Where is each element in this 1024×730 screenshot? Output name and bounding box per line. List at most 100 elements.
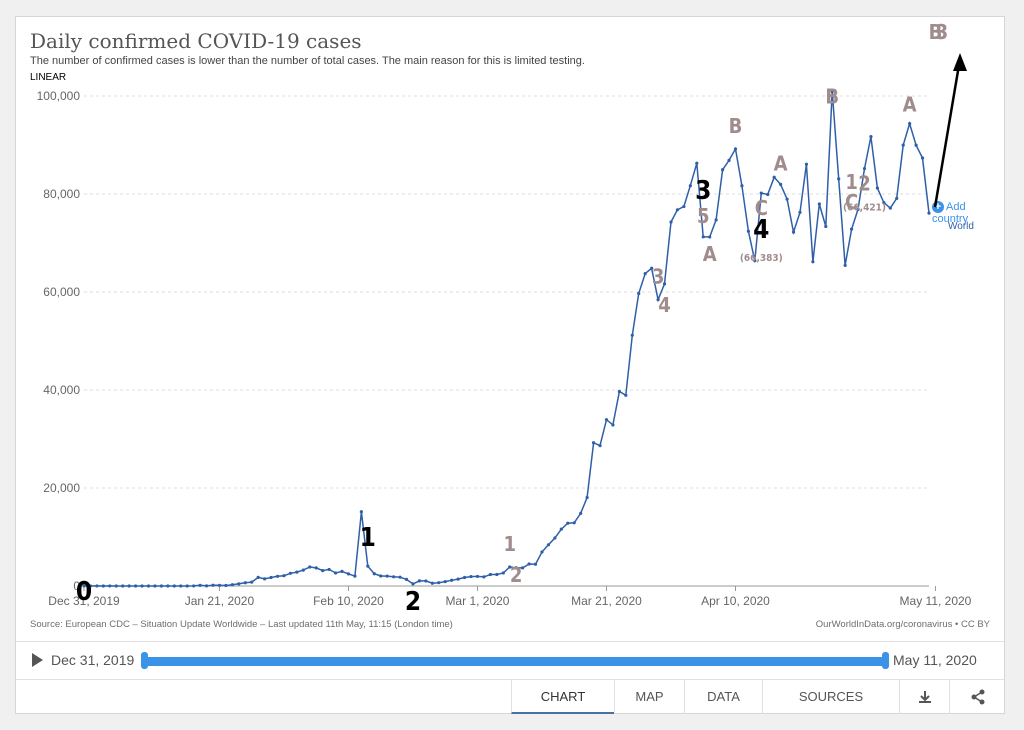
- y-tick-label: 100,000: [37, 89, 81, 103]
- data-point: [198, 583, 202, 587]
- data-point: [475, 574, 480, 579]
- tab-data[interactable]: DATA: [684, 680, 762, 714]
- data-point: [611, 423, 615, 427]
- series-line-world: [83, 91, 930, 587]
- data-point: [798, 210, 802, 214]
- timeline-start-handle[interactable]: [141, 652, 148, 669]
- data-point: [114, 584, 118, 588]
- data-point: [443, 580, 447, 584]
- data-point: [669, 220, 673, 224]
- data-point: [662, 282, 667, 286]
- download-icon: [919, 691, 931, 703]
- data-point: [172, 584, 176, 588]
- data-point: [772, 175, 776, 179]
- data-point: [837, 177, 841, 181]
- data-point: [127, 584, 131, 588]
- y-tick-label: 40,000: [43, 383, 80, 397]
- data-point: [804, 162, 809, 166]
- data-point: [682, 204, 686, 209]
- data-point: [256, 575, 260, 580]
- data-point: [817, 202, 821, 206]
- data-point: [869, 135, 873, 139]
- data-point: [108, 584, 112, 588]
- data-point: [482, 575, 486, 579]
- data-point: [527, 562, 531, 566]
- data-point: [727, 158, 731, 163]
- x-tick-label: Dec 31, 2019: [48, 594, 120, 608]
- data-point: [179, 584, 183, 588]
- data-point: [237, 582, 241, 586]
- tab-chart[interactable]: CHART: [511, 680, 614, 714]
- data-point: [301, 568, 305, 572]
- data-point: [366, 564, 370, 568]
- data-point: [243, 581, 247, 585]
- data-point: [766, 192, 770, 197]
- data-point: [321, 568, 325, 573]
- data-point: [927, 211, 931, 215]
- timeline-end-handle[interactable]: [882, 652, 889, 669]
- data-point: [753, 259, 757, 263]
- credit-note[interactable]: OurWorldInData.org/coronavirus • CC BY: [815, 619, 990, 630]
- data-point: [134, 584, 138, 588]
- y-tick-label: 60,000: [43, 285, 80, 299]
- data-point: [211, 583, 215, 587]
- tab-map[interactable]: MAP: [614, 680, 684, 714]
- data-point: [624, 393, 628, 397]
- data-point: [263, 577, 267, 581]
- data-point: [553, 536, 557, 540]
- data-point: [392, 575, 396, 579]
- data-point: [849, 227, 854, 231]
- data-point: [456, 577, 460, 581]
- data-point: [882, 201, 886, 205]
- data-point: [495, 572, 499, 577]
- timeline-end-date: May 11, 2020: [893, 652, 977, 668]
- data-point: [585, 495, 589, 500]
- data-point: [159, 584, 164, 588]
- data-point: [779, 182, 783, 186]
- data-point: [785, 197, 789, 201]
- data-point: [404, 577, 409, 581]
- data-point: [888, 206, 892, 210]
- data-point: [714, 218, 718, 222]
- share-icon: [971, 689, 985, 705]
- data-point: [140, 584, 144, 588]
- chart-plot: 0 20,000 40,000 60,000 80,000 100,000 Dec 31, …: [37, 89, 972, 608]
- data-point: [791, 230, 796, 234]
- timeline-track[interactable]: [144, 657, 886, 666]
- download-button[interactable]: [899, 680, 949, 714]
- data-point: [598, 444, 602, 448]
- x-tick-label: May 11, 2020: [900, 594, 972, 608]
- tab-sources[interactable]: SOURCES: [762, 680, 899, 714]
- data-point: [359, 510, 363, 514]
- share-button[interactable]: [949, 680, 1004, 714]
- data-point: [604, 418, 609, 422]
- data-point: [591, 441, 596, 445]
- data-point: [895, 196, 899, 200]
- data-point: [643, 272, 647, 276]
- data-point: [688, 184, 692, 188]
- data-point: [675, 208, 680, 212]
- data-point: [450, 578, 454, 582]
- data-point: [862, 166, 867, 171]
- play-icon[interactable]: [32, 653, 43, 667]
- data-point: [546, 543, 551, 547]
- scale-toggle[interactable]: LINEAR: [30, 72, 67, 83]
- data-point: [656, 298, 660, 302]
- data-point: [811, 260, 815, 264]
- data-point: [204, 584, 209, 588]
- timeline-bar: Dec 31, 2019 May 11, 2020: [16, 641, 1004, 680]
- data-point: [166, 584, 170, 588]
- data-point: [185, 584, 189, 588]
- data-point: [314, 566, 318, 570]
- data-point: [417, 579, 422, 583]
- data-point: [385, 574, 389, 578]
- data-point: [353, 574, 357, 578]
- data-point: [908, 122, 912, 126]
- data-point: [617, 389, 621, 394]
- data-point: [830, 89, 834, 93]
- data-point: [650, 266, 654, 270]
- data-point: [630, 333, 634, 337]
- data-point: [288, 571, 293, 575]
- data-point: [308, 565, 312, 569]
- data-point: [153, 584, 157, 588]
